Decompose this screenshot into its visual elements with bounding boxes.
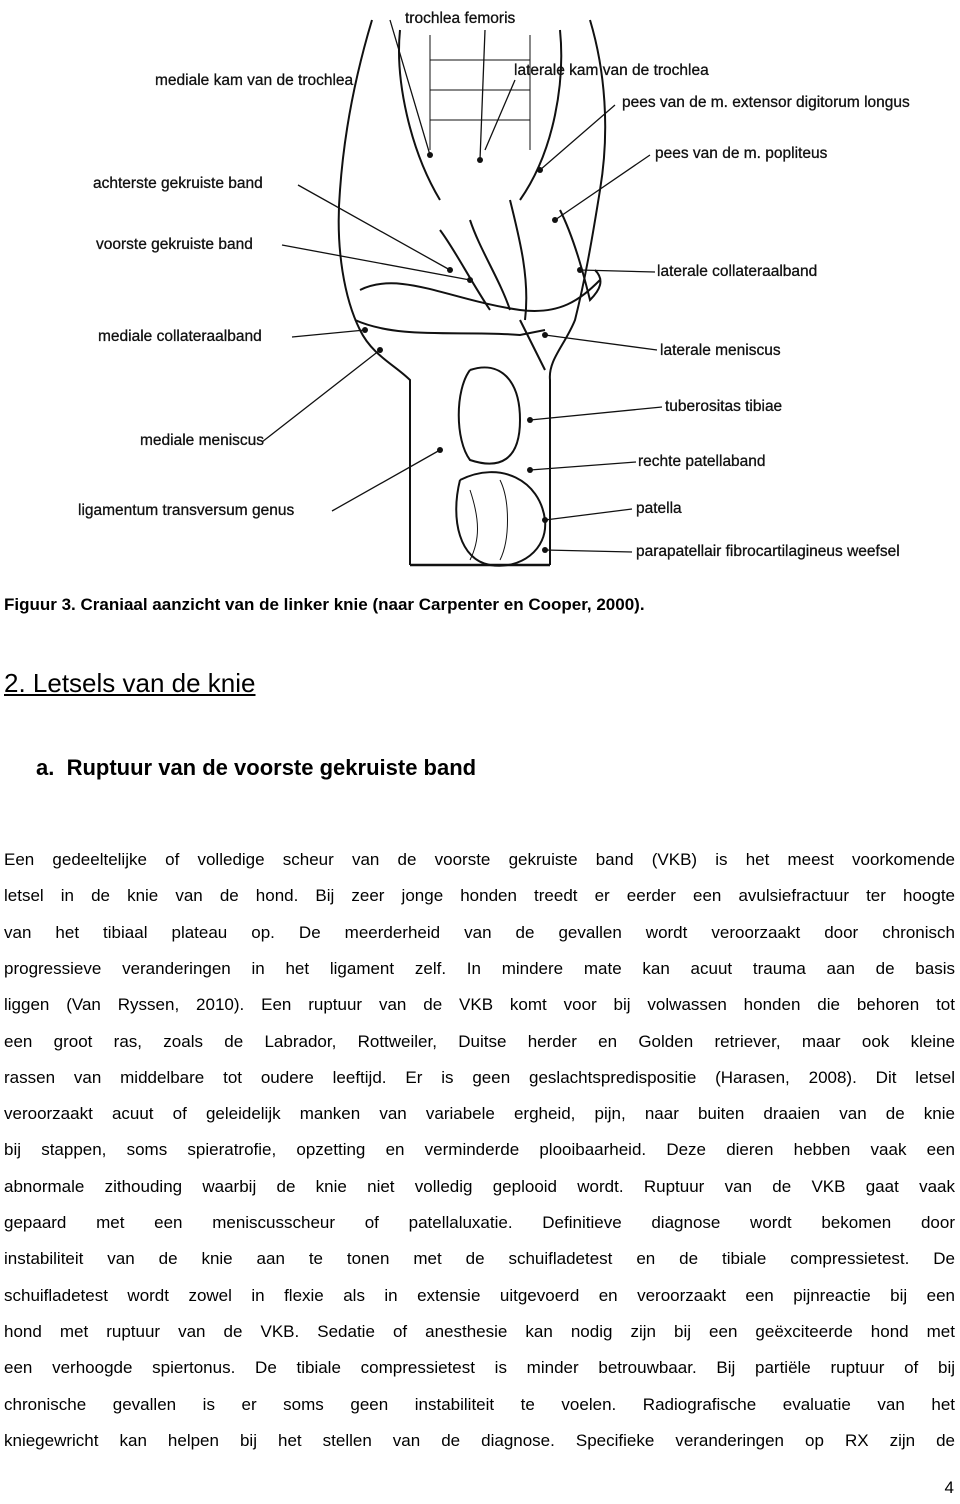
paragraph-line: een groot ras, zoals de Labrador, Rottwe… <box>4 1031 955 1051</box>
figure-label: laterale kam van de trochlea <box>514 62 709 79</box>
figure-label: pees van de m. popliteus <box>655 145 828 162</box>
figure-label: parapatellair fibrocartilagineus weefsel <box>636 543 900 560</box>
paragraph-line: chronische gevallen is er soms geen inst… <box>4 1394 955 1414</box>
figure-label: laterale meniscus <box>660 342 781 359</box>
paragraph-line: kniegewricht kan helpen bij het stellen … <box>4 1430 955 1450</box>
figure-caption: Figuur 3. Craniaal aanzicht van de linke… <box>4 595 645 614</box>
figure-label: mediale meniscus <box>140 432 265 449</box>
paragraph-line: gepaard met een meniscusscheur of patell… <box>4 1213 955 1232</box>
paragraph-line: instabiliteit van de knie aan te tonen m… <box>4 1249 955 1269</box>
figure-label: ligamentum transversum genus <box>78 502 295 519</box>
paragraph-line: schuifladetest wordt zowel in flexie als… <box>4 1285 955 1305</box>
figure-label: trochlea femoris <box>405 10 516 27</box>
paragraph-line: progressieve veranderingen in het ligame… <box>4 958 955 978</box>
paragraph-line: rassen van middelbare tot oudere leeftij… <box>4 1067 955 1087</box>
figure-label: patella <box>636 500 682 517</box>
paragraph-line: abnormale zithouding waarbij de knie nie… <box>4 1176 955 1196</box>
paragraph-line: een verhoogde spiertonus. De tibiale com… <box>4 1358 955 1378</box>
knee-drawing <box>261 19 663 567</box>
figure-label: mediale kam van de trochlea <box>155 72 354 89</box>
paragraph-line: van het tibiaal plateau op. De meerderhe… <box>4 922 955 942</box>
figure-label: pees van de m. extensor digitorum longus <box>622 94 910 111</box>
section-heading: 2. Letsels van de knie <box>4 668 256 698</box>
paragraph-line: liggen (Van Ryssen, 2010). Een ruptuur v… <box>4 995 955 1015</box>
paragraph-line: bij stappen, soms spieratrofie, opzettin… <box>4 1140 955 1160</box>
figure-label: voorste gekruiste band <box>96 236 253 253</box>
figure-label: laterale collateraalband <box>657 263 818 280</box>
figure-label: rechte patellaband <box>638 453 766 470</box>
paragraph-line: veroorzaakt acuut of geleidelijk manken … <box>4 1104 955 1124</box>
page-number: 4 <box>944 1478 954 1497</box>
subsection-heading: a. Ruptuur van de voorste gekruiste band <box>36 755 477 780</box>
paragraph-line: hond met ruptuur van de VKB. Sedatie of … <box>4 1321 955 1341</box>
paragraph-line: letsel in de knie van de hond. Bij zeer … <box>4 886 955 906</box>
figure-label: achterste gekruiste band <box>93 175 263 192</box>
paragraph-line: Een gedeeltelijke of volledige scheur va… <box>4 850 955 869</box>
figure-label: tuberositas tibiae <box>665 398 783 415</box>
figure-label: mediale collateraalband <box>98 328 262 345</box>
